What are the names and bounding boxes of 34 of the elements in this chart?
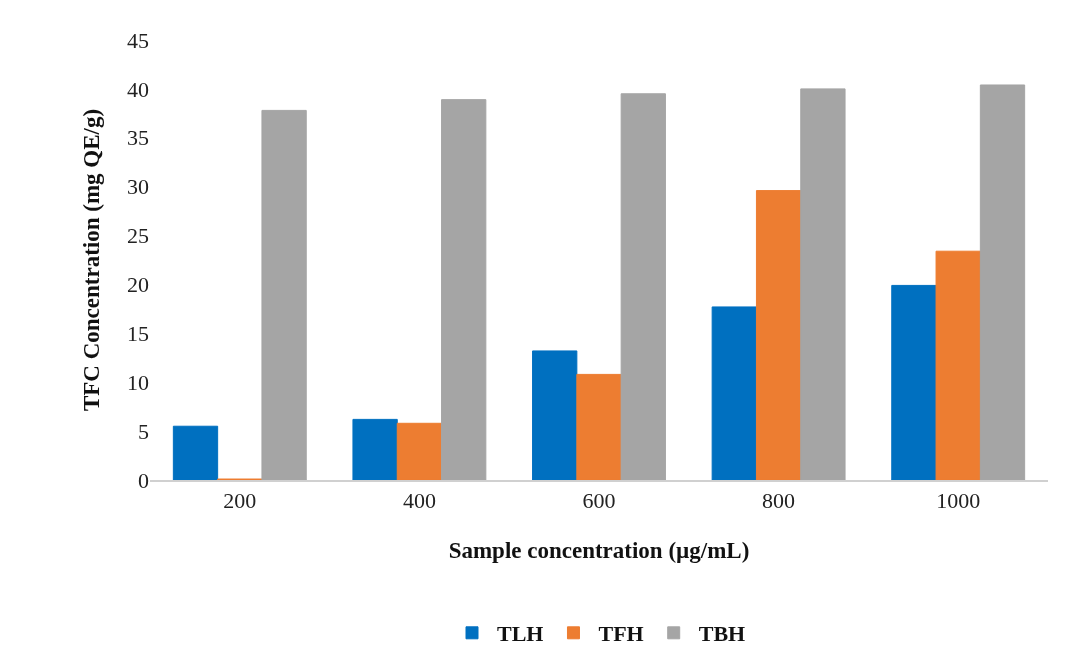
legend-label: TLH [497, 621, 544, 647]
bar [576, 373, 622, 480]
y-tick-label: 15 [127, 321, 149, 347]
y-tick-label: 40 [127, 76, 149, 102]
bar [711, 306, 757, 480]
y-tick-label: 30 [127, 174, 149, 200]
y-tick-label: 45 [127, 27, 149, 53]
bar [935, 250, 981, 480]
y-tick-label: 5 [138, 418, 149, 444]
x-tick-label: 600 [582, 488, 616, 514]
bar [441, 99, 487, 480]
bar [396, 422, 443, 480]
bar [261, 109, 307, 480]
bar [172, 425, 219, 480]
bar [979, 84, 1026, 480]
y-tick-label: 20 [127, 272, 149, 298]
y-axis-title: TFC Concentration (mg QE/g) [79, 108, 105, 412]
bar [532, 350, 578, 480]
bar [620, 93, 666, 480]
x-tick-label: 1000 [936, 488, 981, 514]
y-tick-label: 10 [127, 369, 149, 395]
x-tick-label: 200 [223, 488, 257, 514]
x-tick-label: 400 [402, 488, 436, 514]
x-axis-title: Sample concentration (µg/mL) [448, 538, 750, 564]
bar [352, 418, 398, 480]
legend-label: TBH [698, 621, 746, 647]
y-tick-label: 0 [138, 467, 149, 493]
bar [891, 284, 937, 480]
y-tick-label: 35 [127, 125, 149, 151]
bar [800, 88, 846, 480]
legend-label: TFH [598, 621, 644, 647]
bar [755, 190, 802, 480]
x-tick-label: 800 [762, 488, 796, 514]
y-tick-label: 25 [127, 223, 149, 249]
